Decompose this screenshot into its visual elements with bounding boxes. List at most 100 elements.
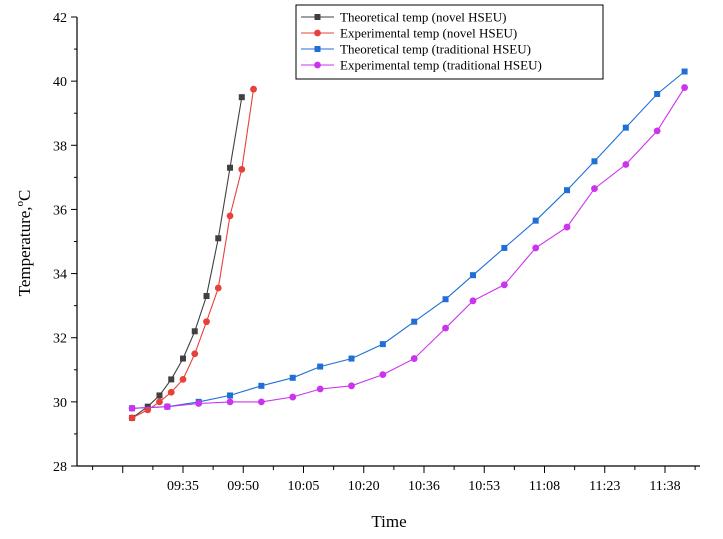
data-point xyxy=(156,392,163,399)
legend: Theoretical temp (novel HSEU)Experimenta… xyxy=(295,4,604,80)
series-line xyxy=(131,97,243,419)
y-tick-label: 42 xyxy=(53,11,67,26)
data-point xyxy=(227,392,234,399)
legend-label: Theoretical temp (traditional HSEU) xyxy=(340,42,531,57)
series-2 xyxy=(128,85,257,422)
data-point xyxy=(128,414,136,422)
data-point xyxy=(316,385,324,393)
data-point xyxy=(179,376,187,383)
data-point xyxy=(410,355,418,362)
series-layer xyxy=(128,68,688,422)
legend-label: Theoretical temp (novel HSEU) xyxy=(340,10,506,25)
x-tick-label: 10:05 xyxy=(288,479,320,494)
data-point xyxy=(654,90,661,97)
y-tick-label: 32 xyxy=(53,332,67,347)
series-4 xyxy=(128,84,688,412)
data-point xyxy=(250,85,257,93)
data-point xyxy=(257,398,265,406)
data-point xyxy=(469,297,477,305)
y-axis-title-unit: C xyxy=(15,190,34,201)
legend-label: Experimental temp (novel HSEU) xyxy=(340,26,517,41)
x-axis-title: Time xyxy=(371,512,406,531)
x-tick-label: 09:35 xyxy=(167,479,199,494)
data-point xyxy=(226,398,234,406)
data-point xyxy=(128,404,136,412)
legend-item: Experimental temp (novel HSEU) xyxy=(301,26,517,41)
data-point xyxy=(563,223,571,231)
data-point xyxy=(348,382,355,390)
y-tick-label: 28 xyxy=(53,460,67,475)
data-point xyxy=(191,350,199,358)
x-tick-label: 11:23 xyxy=(589,479,620,494)
series-line xyxy=(132,71,685,409)
data-point xyxy=(653,127,661,135)
legend-marker xyxy=(314,14,321,20)
data-point xyxy=(226,212,234,220)
data-point xyxy=(238,165,246,173)
x-tick-label: 11:38 xyxy=(649,479,680,494)
data-point xyxy=(564,187,571,194)
data-point xyxy=(500,281,508,289)
legend-box xyxy=(295,4,604,80)
series-3 xyxy=(129,68,688,412)
legend-label: Experimental temp (traditional HSEU) xyxy=(340,58,542,73)
data-point xyxy=(469,272,476,279)
legend-marker xyxy=(314,61,321,69)
data-point xyxy=(180,355,186,362)
data-point xyxy=(622,161,630,168)
data-point xyxy=(681,84,688,91)
data-point xyxy=(258,382,265,389)
x-tick-label: 10:36 xyxy=(408,479,440,494)
data-point xyxy=(163,403,171,411)
data-point xyxy=(289,374,296,381)
legend-marker xyxy=(314,46,321,52)
legend-item: Theoretical temp (novel HSEU) xyxy=(301,10,506,25)
data-point xyxy=(622,124,629,131)
data-point xyxy=(168,376,175,383)
y-tick-label: 36 xyxy=(53,203,67,218)
data-point xyxy=(442,296,449,303)
x-tick-label: 09:50 xyxy=(227,479,259,494)
data-point xyxy=(348,355,355,362)
x-tick-label: 11:08 xyxy=(529,479,560,494)
y-tick-label: 30 xyxy=(53,396,67,411)
x-tick-label: 10:53 xyxy=(468,479,500,494)
data-point xyxy=(203,318,210,326)
y-tick-label: 40 xyxy=(53,75,67,90)
data-point xyxy=(379,371,387,378)
data-point xyxy=(227,164,234,171)
series-line xyxy=(132,87,686,409)
data-point xyxy=(532,244,540,252)
data-point xyxy=(532,217,539,224)
legend-item: Theoretical temp (traditional HSEU) xyxy=(301,42,531,57)
data-point xyxy=(442,324,449,332)
data-point xyxy=(214,284,222,292)
plot-frame xyxy=(76,17,700,467)
x-tick-label: 10:20 xyxy=(348,479,380,494)
data-point xyxy=(501,244,508,251)
y-axis-title: Temperature,oC xyxy=(14,190,34,297)
data-point xyxy=(167,388,175,396)
y-tick-label: 38 xyxy=(53,139,67,154)
data-point xyxy=(681,68,688,75)
y-axis-title-sup: o xyxy=(14,200,26,206)
data-point xyxy=(411,318,418,325)
data-point xyxy=(289,393,297,401)
legend-marker xyxy=(314,29,321,37)
data-point xyxy=(191,328,198,335)
data-point xyxy=(591,185,598,192)
data-point xyxy=(238,94,245,101)
axis-ticks: 28 30 32 34 36 38 40 42 09:35 09:50 10:05 10:20 10:3… xyxy=(53,11,696,494)
y-axis-title-main: Temperature, xyxy=(15,206,34,296)
data-point xyxy=(195,400,203,407)
legend-item: Experimental temp (traditional HSEU) xyxy=(301,58,542,73)
data-point xyxy=(156,398,163,406)
data-point xyxy=(317,363,324,370)
data-point xyxy=(379,341,386,348)
data-point xyxy=(215,235,222,242)
data-point xyxy=(203,293,210,300)
y-tick-label: 34 xyxy=(53,268,67,283)
data-point xyxy=(591,158,598,165)
